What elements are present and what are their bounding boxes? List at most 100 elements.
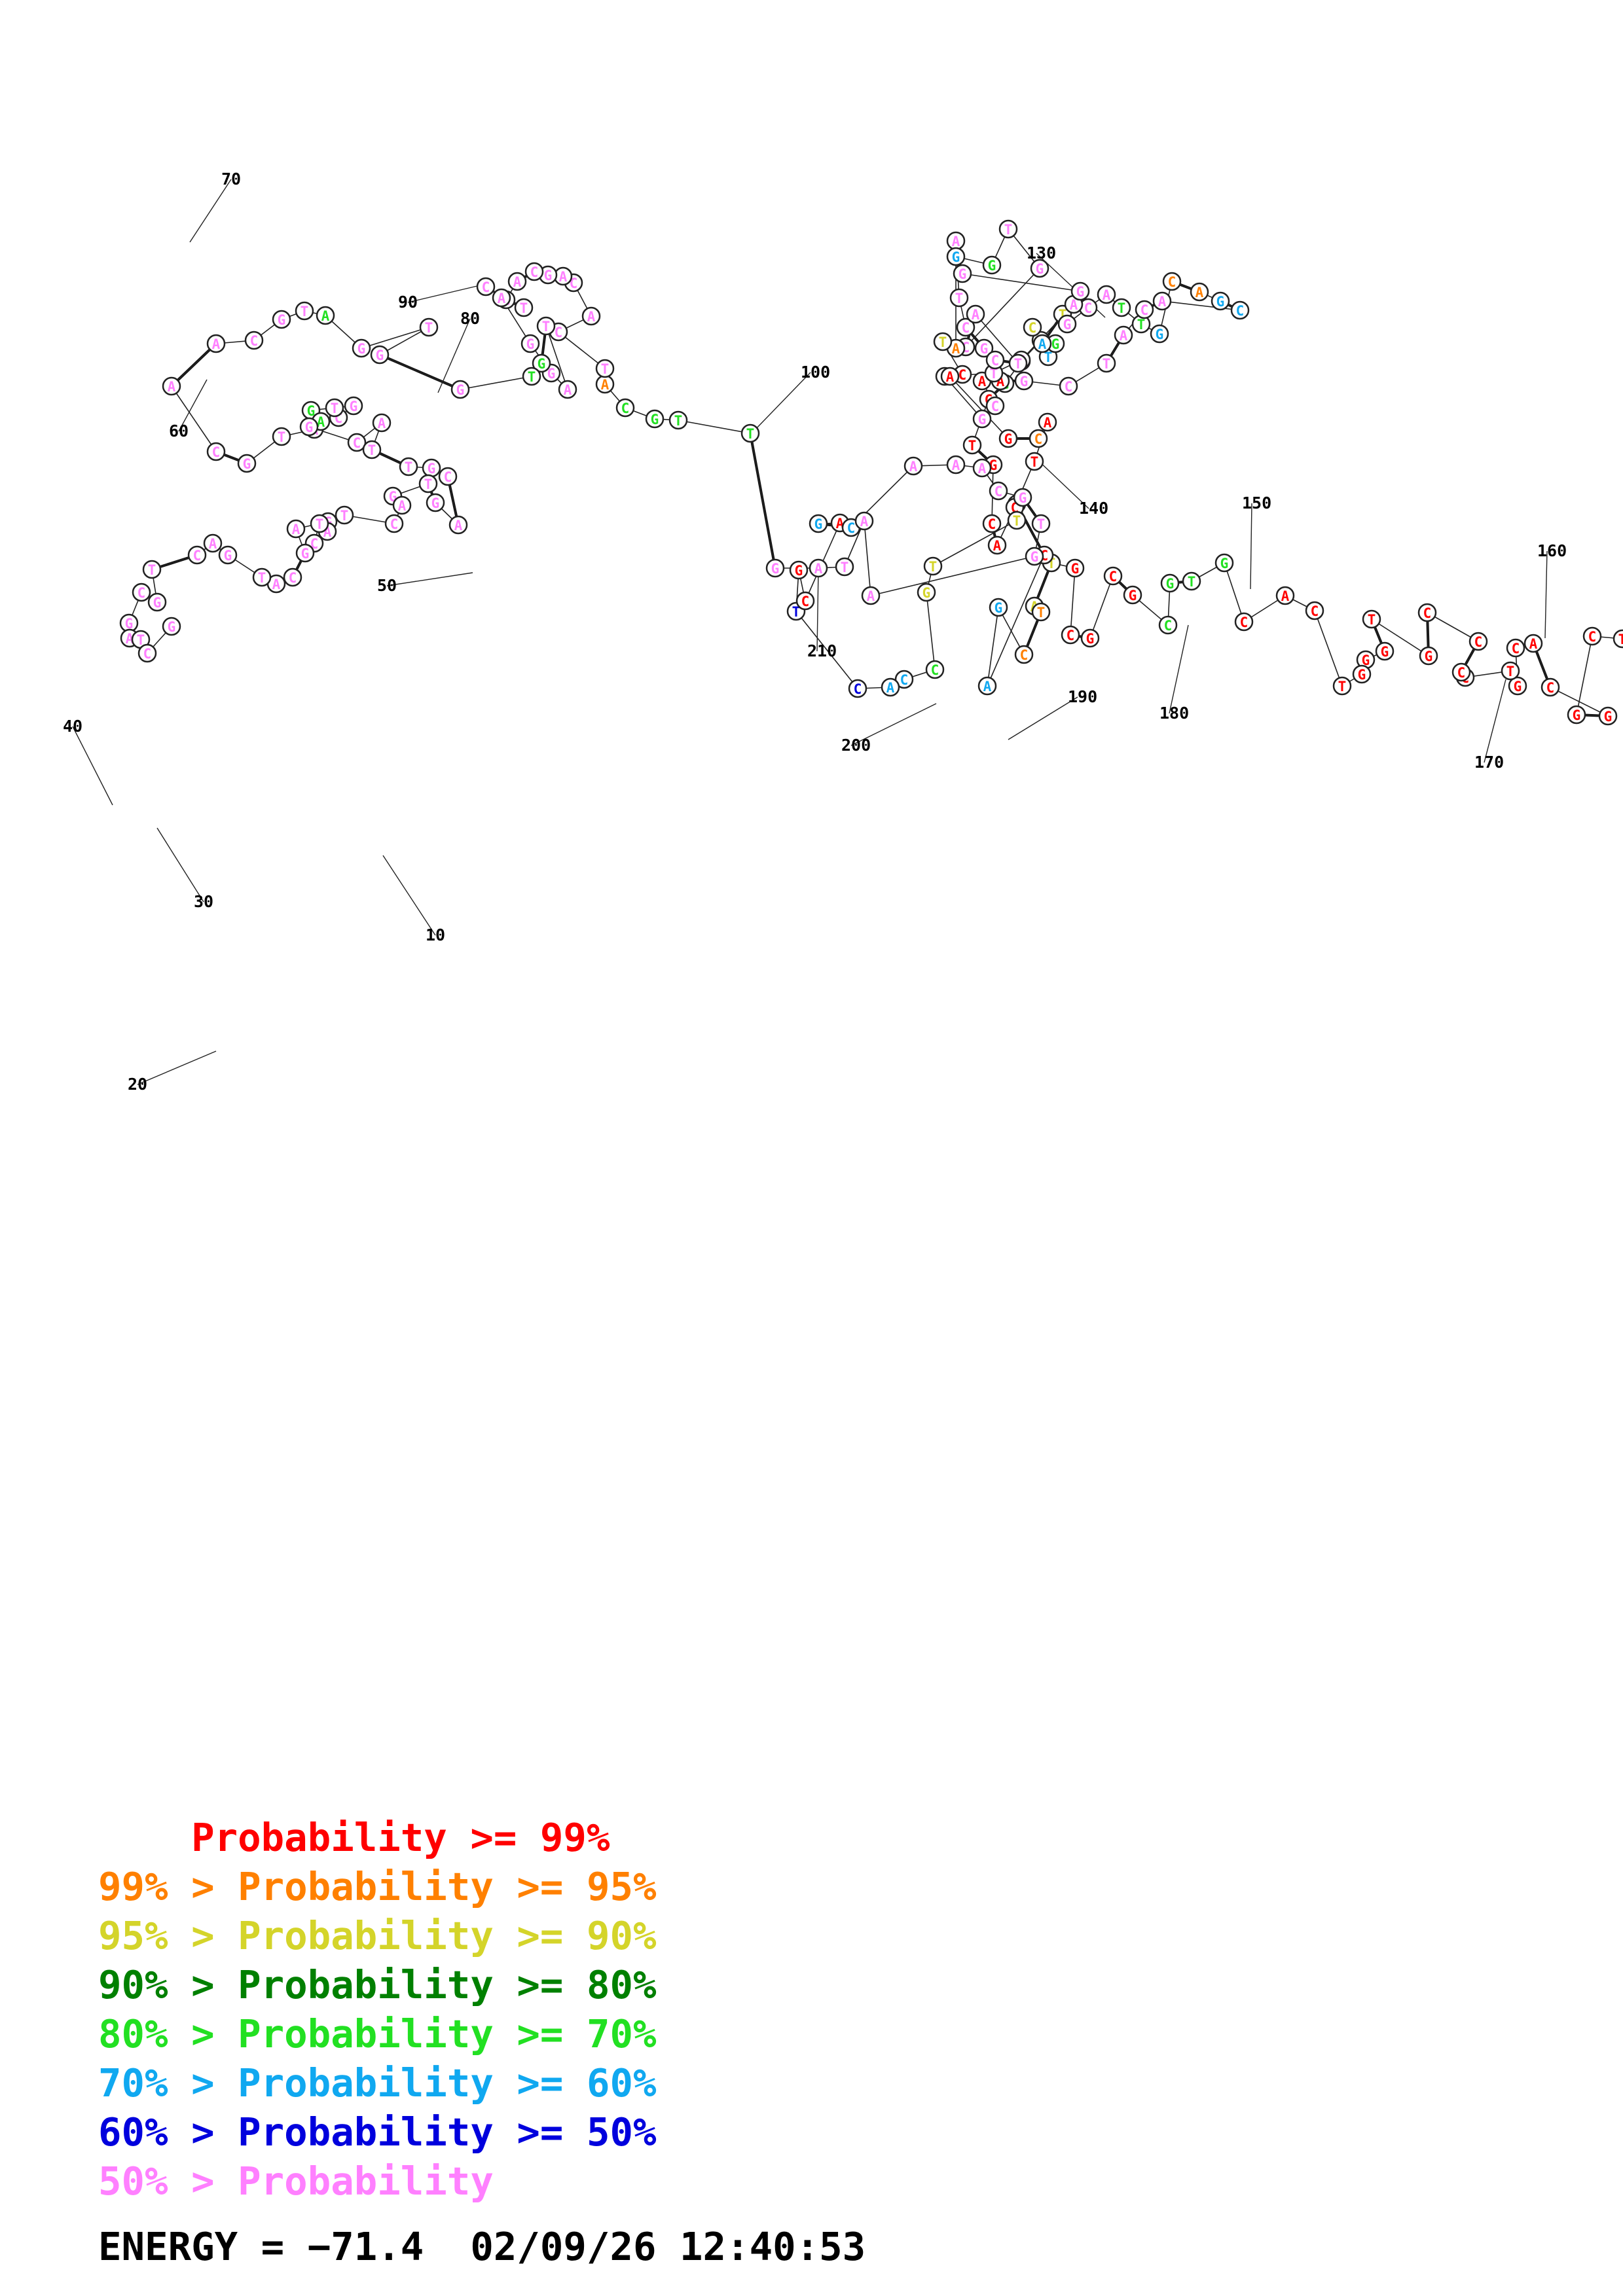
nucleotide: T (522, 367, 541, 386)
nucleotide-base: A (946, 369, 955, 385)
nucleotide-base: G (526, 336, 535, 352)
nucleotide-base: A (1195, 285, 1204, 300)
nucleotide: A (448, 515, 468, 535)
nucleotide: A (203, 533, 223, 553)
nucleotide: G (370, 345, 390, 365)
number-leader (1169, 624, 1189, 714)
nucleotide: C (137, 643, 157, 663)
nucleotide-base: G (544, 268, 553, 283)
nucleotide-circle (1523, 634, 1543, 653)
nucleotide-base: G (994, 600, 1003, 616)
nucleotide-circle (295, 543, 315, 563)
nucleotide: C (1234, 612, 1254, 632)
nucleotide-base: C (847, 520, 856, 536)
nucleotide-circle (1506, 638, 1525, 658)
nucleotide: C (1230, 300, 1250, 320)
nucleotide-circle (835, 557, 854, 577)
number-leader (382, 855, 436, 936)
nucleotide-base: C (193, 548, 202, 564)
nucleotide-circle (450, 380, 470, 399)
position-number: 20 (128, 1075, 147, 1094)
nucleotide-base: G (305, 420, 314, 435)
nucleotide-circle (132, 583, 151, 602)
nucleotide: C (985, 350, 1005, 370)
nucleotide-base: T (939, 334, 947, 350)
nucleotide-circle (645, 409, 665, 429)
nucleotide: G (1080, 628, 1100, 648)
nucleotide: A (946, 231, 966, 251)
position-number: 30 (194, 892, 213, 911)
nucleotide: A (266, 574, 286, 594)
position-number: 10 (426, 925, 445, 944)
nucleotide: T (835, 557, 854, 577)
nucleotide: T (1031, 514, 1051, 533)
nucleotide: C (1541, 677, 1560, 697)
nucleotide: C (989, 481, 1008, 501)
nucleotide-circle (982, 255, 1002, 275)
nucleotide: T (1362, 609, 1381, 629)
nucleotide: G (344, 396, 363, 416)
nucleotide: A (987, 535, 1007, 555)
nucleotide-base: G (1063, 317, 1072, 332)
nucleotide-circle (595, 359, 615, 378)
nucleotide-base: T (1338, 679, 1347, 694)
nucleotide: G (989, 598, 1008, 617)
position-number: 100 (801, 363, 830, 382)
nucleotide-base: C (143, 646, 152, 662)
nucleotide-circle (218, 545, 238, 565)
probability-legend: Probability >= 99% 99% > Probability >= 9… (98, 1813, 657, 2206)
nucleotide-base: G (1004, 431, 1013, 447)
nucleotide: G (1214, 553, 1234, 573)
nucleotide-base: T (674, 413, 683, 429)
nucleotide: G (272, 310, 291, 329)
nucleotide: A (1523, 634, 1543, 653)
nucleotide-circle (1057, 314, 1077, 334)
legend-row: 70% > Probability >= 60% (98, 2060, 657, 2106)
nucleotide: G (1356, 650, 1376, 670)
nucleotide-circle (917, 583, 936, 602)
nucleotide-base: T (968, 438, 977, 454)
nucleotide-base: G (1362, 653, 1370, 668)
nucleotide-circle (923, 556, 943, 576)
nucleotide-base: G (428, 461, 436, 476)
nucleotide: G (1211, 291, 1230, 311)
nucleotide: T (668, 410, 688, 430)
nucleotide: A (946, 455, 966, 475)
nucleotide-circle (1080, 628, 1100, 648)
nucleotide: A (861, 586, 881, 605)
nucleotide-circle (1025, 452, 1044, 471)
nucleotide-base: T (1037, 605, 1046, 620)
nucleotide: T (1007, 511, 1027, 530)
nucleotide: T (1332, 676, 1352, 696)
nucleotide-base: G (1156, 327, 1164, 342)
nucleotide-circle (187, 545, 207, 565)
nucleotide-base: T (601, 361, 610, 377)
nucleotide-base: C (250, 333, 259, 349)
nucleotide-circle (507, 272, 527, 291)
nucleotide-base: G (1076, 284, 1085, 300)
nucleotide: C (1305, 601, 1324, 620)
nucleotide-base: C (1109, 569, 1118, 584)
nucleotide: A (1190, 282, 1209, 302)
nucleotide: C (1417, 603, 1437, 622)
nucleotide-base: A (212, 336, 221, 352)
nucleotide-circle (316, 306, 335, 325)
nucleotide-circle (299, 417, 319, 437)
nucleotide-circle (946, 455, 966, 475)
nucleotide-base: A (909, 459, 918, 475)
nucleotide-circle (1613, 629, 1623, 649)
timestamp: 02/09/26 12:40:53 (470, 2224, 866, 2269)
nucleotide-base: T (424, 476, 433, 492)
nucleotide-base: G (1573, 708, 1581, 723)
number-leader (1035, 457, 1089, 509)
position-number: 200 (841, 736, 871, 755)
nucleotide-base: A (978, 461, 987, 476)
nucleotide-circle (335, 505, 354, 525)
nucleotide-base: T (1103, 356, 1111, 372)
nucleotide: T (418, 474, 438, 493)
backbone-segment (864, 520, 871, 596)
nucleotide-circle (1375, 641, 1395, 661)
nucleotide-base: C (1065, 379, 1073, 395)
nucleotide: A (286, 519, 306, 539)
